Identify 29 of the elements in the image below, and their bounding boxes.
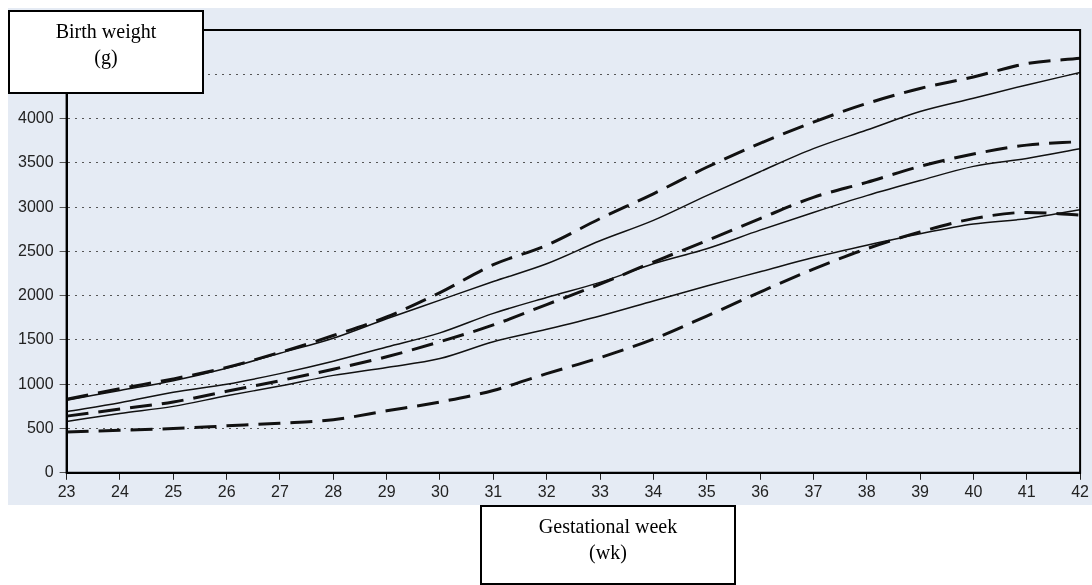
y-tick-label: 1000: [18, 374, 54, 392]
y-tick-label: 4000: [18, 108, 54, 126]
y-tick-label: 0: [44, 463, 54, 481]
y-tick-label: 1500: [18, 330, 54, 348]
x-tick-label: 35: [697, 482, 716, 500]
x-tick-label: 24: [111, 482, 129, 500]
x-tick-label: 41: [1017, 482, 1036, 500]
y-tick-label: 2000: [18, 286, 54, 304]
x-tick-label: 42: [1071, 482, 1090, 500]
x-tick-label: 30: [431, 482, 449, 500]
x-tick-label: 25: [164, 482, 183, 500]
y-tick-label: 2500: [18, 241, 54, 259]
x-tick-label: 36: [751, 482, 770, 500]
x-tick-label: 38: [857, 482, 876, 500]
x-tick-label: 34: [644, 482, 663, 500]
y-tick-label: 3500: [18, 153, 54, 171]
x-tick-label: 37: [804, 482, 823, 500]
y-tick-label: 3000: [18, 197, 54, 215]
x-tick-label: 40: [964, 482, 983, 500]
x-tick-label: 26: [217, 482, 236, 500]
y-tick-label: 500: [26, 418, 54, 436]
x-tick-label: 39: [911, 482, 930, 500]
x-tick-label: 23: [57, 482, 76, 500]
x-tick-label: 31: [484, 482, 503, 500]
x-tick-label: 28: [324, 482, 343, 500]
x-tick-label: 32: [537, 482, 556, 500]
x-tick-label: 33: [591, 482, 610, 500]
x-tick-label: 27: [271, 482, 289, 500]
x-tick-label: 29: [377, 482, 396, 500]
